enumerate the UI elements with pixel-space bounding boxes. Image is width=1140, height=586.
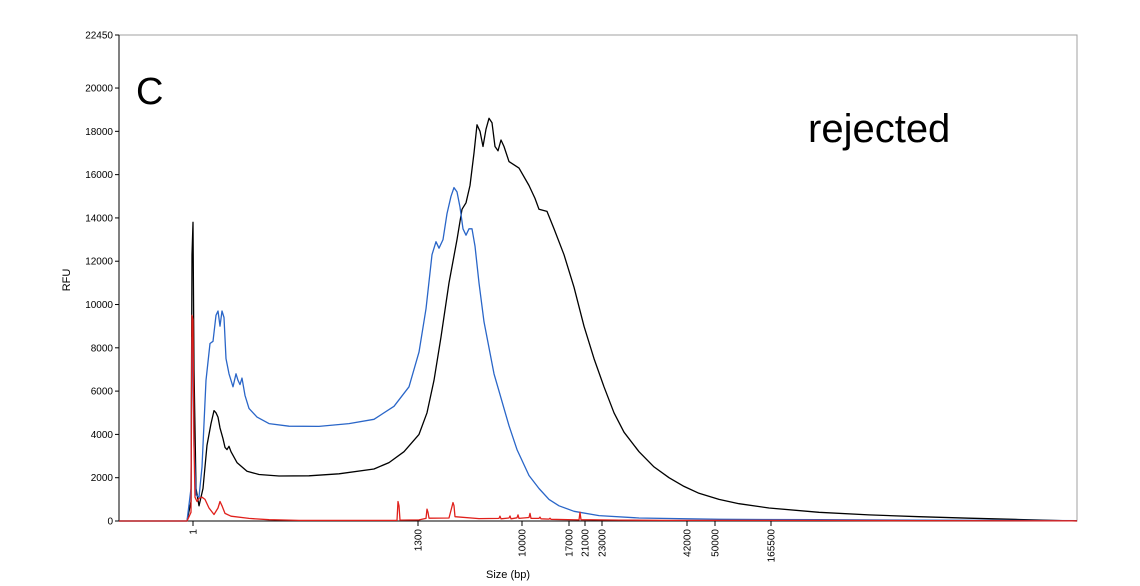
y-tick-label: 18000 (85, 127, 113, 138)
y-tick-label: 12000 (85, 257, 113, 268)
y-tick-label: 8000 (91, 343, 114, 354)
x-tick-label: 165500 (767, 529, 778, 563)
y-tick-label: 20000 (85, 84, 113, 95)
x-tick-label: 10000 (518, 529, 529, 557)
x-tick-label: 23000 (598, 529, 609, 557)
y-tick-label: 6000 (91, 387, 114, 398)
y-tick-label: 4000 (91, 430, 114, 441)
y-tick-label: 2000 (91, 473, 114, 484)
x-tick-label: 1300 (414, 529, 425, 552)
series-line-black (119, 117, 1078, 522)
y-tick-label: 14000 (85, 213, 113, 224)
y-axis-ticks: 0 2000 4000 6000 8000 10000 12000 14000 16000 180… (85, 31, 119, 528)
panel-letter: C (136, 71, 163, 113)
x-tick-label: 17000 (565, 529, 576, 557)
series-line-red (119, 314, 1078, 522)
x-tick-label: 42000 (683, 529, 694, 557)
y-tick-label: 10000 (85, 300, 113, 311)
series-line-blue (119, 186, 1078, 522)
x-axis-label: Size (bp) (486, 569, 530, 581)
x-tick-label: 1 (189, 529, 200, 535)
x-tick-label: 21000 (581, 529, 592, 557)
x-axis-ticks: 1 1300 10000 17000 21000 23000 42000 50000 16550… (189, 521, 778, 562)
y-tick-label: 22450 (85, 31, 113, 42)
y-tick-label: 0 (107, 517, 113, 528)
x-tick-label: 50000 (711, 529, 722, 557)
series-layer (119, 117, 1078, 522)
y-tick-label: 16000 (85, 170, 113, 181)
status-annotation: rejected (808, 107, 950, 151)
y-axis-label: RFU (61, 269, 73, 292)
